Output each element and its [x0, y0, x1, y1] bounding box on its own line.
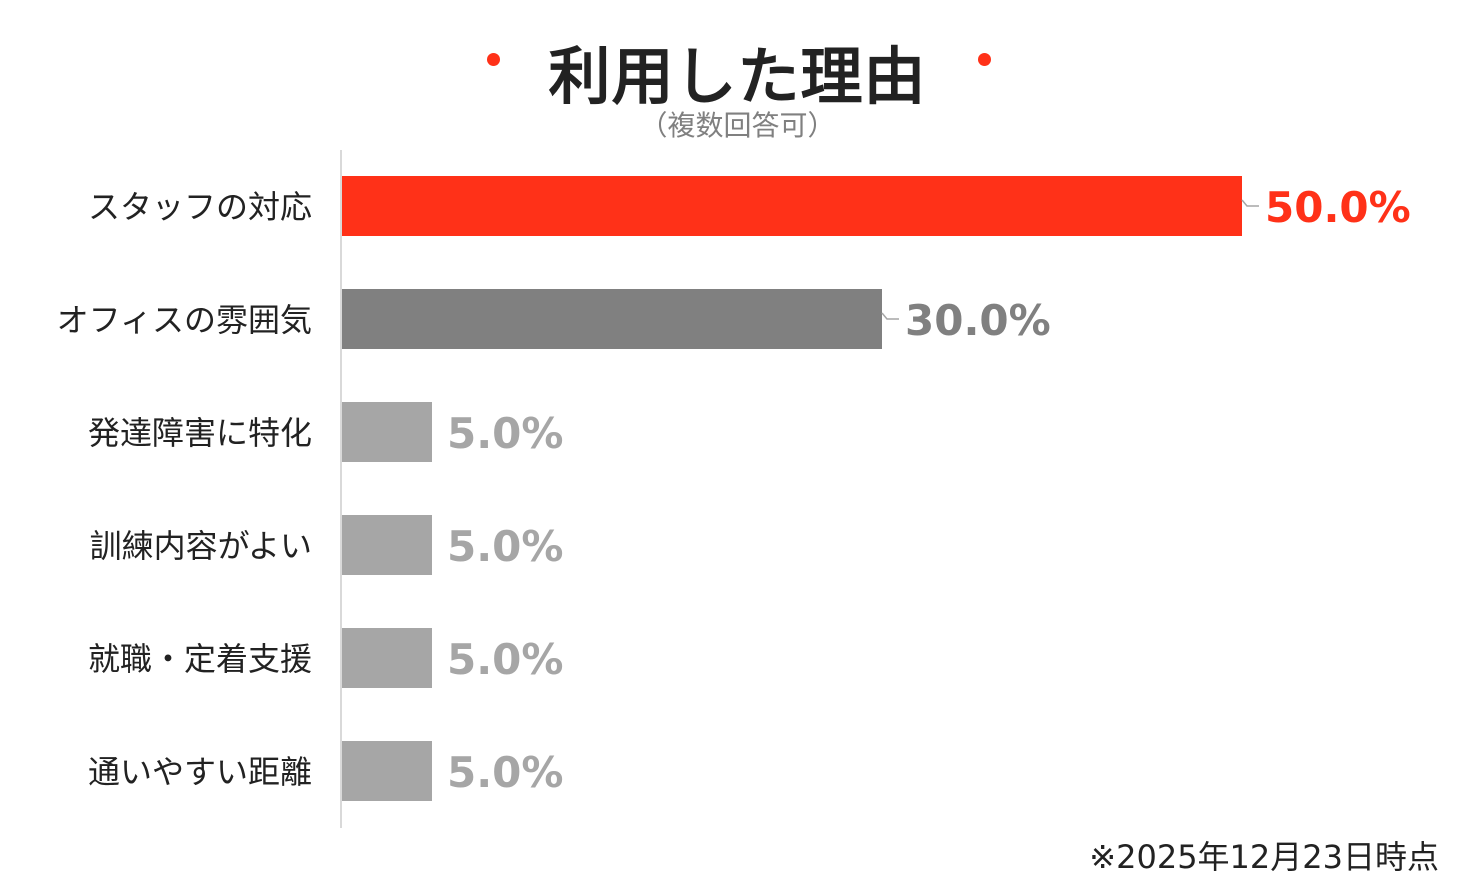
data-label: 5.0%: [447, 635, 563, 684]
title-dot-right: [978, 53, 991, 66]
bar: [342, 402, 432, 462]
bar: [342, 515, 432, 575]
title-dot-left: [487, 53, 500, 66]
leader-line: [1241, 199, 1259, 207]
data-label: 5.0%: [447, 522, 563, 571]
bar: [342, 741, 432, 801]
chart-subtitle: （複数回答可）: [639, 109, 836, 142]
category-label: スタッフの対応: [88, 188, 312, 226]
footnote: ※2025年12月23日時点: [1089, 838, 1439, 876]
chart-title: 利用した理由: [548, 40, 927, 113]
category-label: 発達障害に特化: [88, 414, 312, 452]
data-label: 30.0%: [905, 296, 1051, 345]
category-label: 就職・定着支援: [88, 640, 312, 678]
bar: [342, 628, 432, 688]
bar: [342, 289, 882, 349]
data-label: 5.0%: [447, 409, 563, 458]
leader-line: [881, 312, 899, 320]
data-label: 50.0%: [1265, 183, 1411, 232]
category-label: 訓練内容がよい: [90, 527, 312, 565]
category-label: オフィスの雰囲気: [57, 301, 312, 339]
category-label: 通いやすい距離: [88, 753, 312, 791]
data-label: 5.0%: [447, 748, 563, 797]
bar: [342, 176, 1242, 236]
